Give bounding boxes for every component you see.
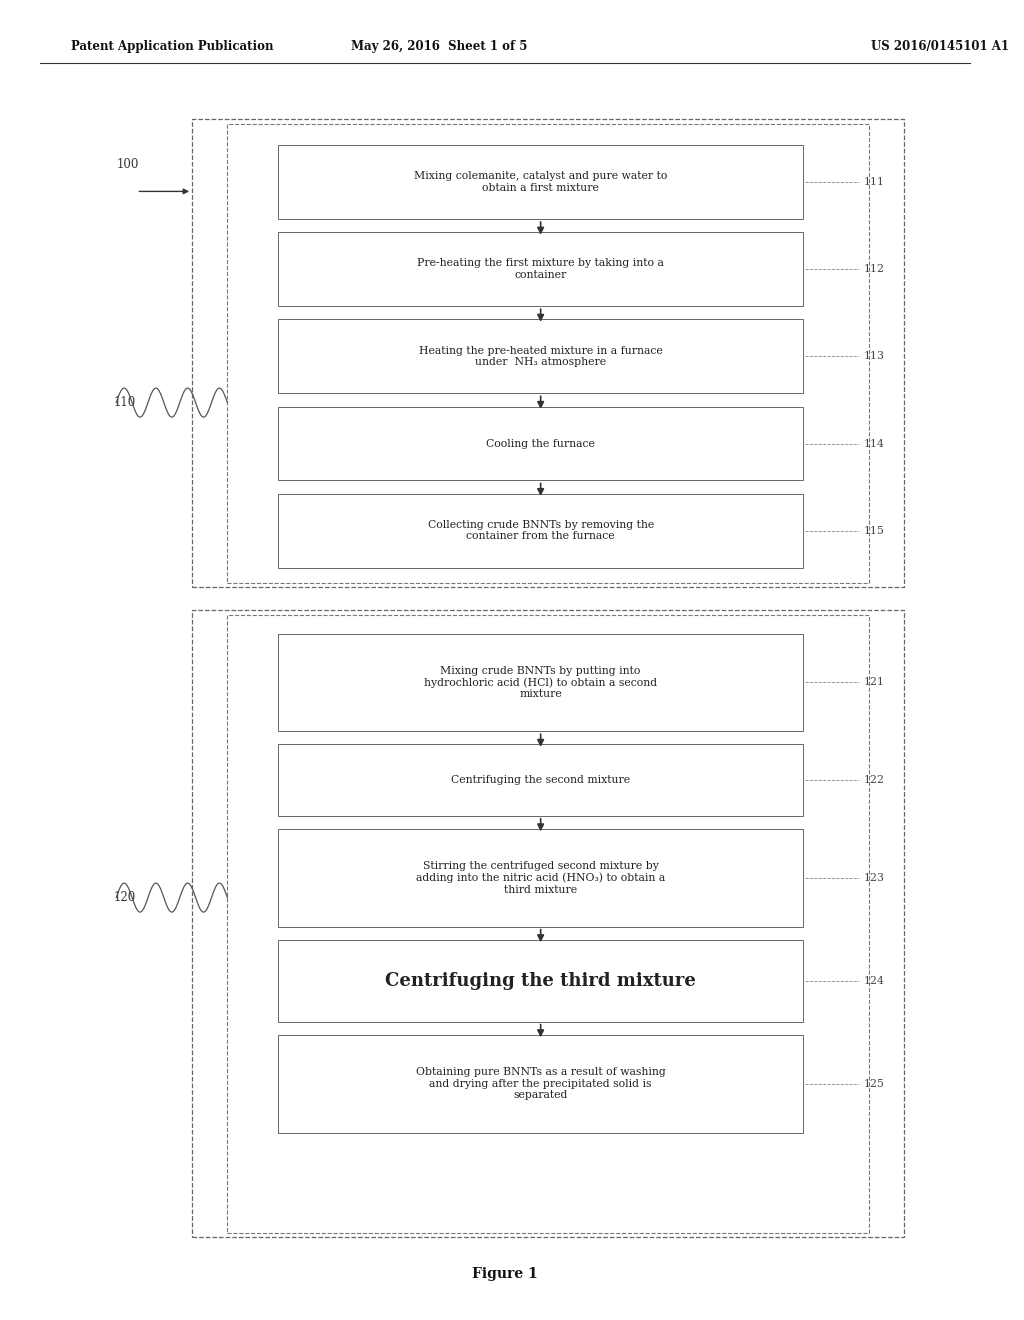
Text: 100: 100 — [116, 158, 138, 172]
Text: 122: 122 — [864, 775, 885, 785]
Bar — [278, 494, 804, 568]
Text: 124: 124 — [864, 975, 885, 986]
Text: 114: 114 — [864, 438, 885, 449]
Text: 110: 110 — [114, 396, 135, 409]
Text: Figure 1: Figure 1 — [472, 1267, 539, 1280]
Text: US 2016/0145101 A1: US 2016/0145101 A1 — [870, 40, 1009, 53]
Text: Centrifuging the second mixture: Centrifuging the second mixture — [452, 775, 630, 785]
Bar — [193, 610, 904, 1237]
Bar — [278, 744, 804, 816]
Text: May 26, 2016  Sheet 1 of 5: May 26, 2016 Sheet 1 of 5 — [351, 40, 527, 53]
Bar — [227, 124, 869, 583]
Bar — [278, 829, 804, 927]
Text: Centrifuging the third mixture: Centrifuging the third mixture — [385, 972, 696, 990]
Text: Collecting crude BNNTs by removing the
container from the furnace: Collecting crude BNNTs by removing the c… — [428, 520, 653, 541]
Bar — [278, 319, 804, 393]
Text: 121: 121 — [864, 677, 885, 688]
Text: Patent Application Publication: Patent Application Publication — [71, 40, 273, 53]
Text: Heating the pre-heated mixture in a furnace
under  NH₃ atmosphere: Heating the pre-heated mixture in a furn… — [419, 346, 663, 367]
Bar — [193, 119, 904, 587]
Bar — [278, 407, 804, 480]
Bar — [227, 615, 869, 1233]
Bar — [278, 232, 804, 306]
Text: Stirring the centrifuged second mixture by
adding into the nitric acid (HNO₃) to: Stirring the centrifuged second mixture … — [416, 861, 666, 895]
Text: Mixing crude BNNTs by putting into
hydrochloric acid (HCl) to obtain a second
mi: Mixing crude BNNTs by putting into hydro… — [424, 665, 657, 700]
Text: 111: 111 — [864, 177, 885, 187]
Text: Mixing colemanite, catalyst and pure water to
obtain a first mixture: Mixing colemanite, catalyst and pure wat… — [414, 172, 668, 193]
Text: 115: 115 — [864, 525, 885, 536]
Text: 113: 113 — [864, 351, 885, 362]
Text: 125: 125 — [864, 1078, 885, 1089]
Text: 123: 123 — [864, 873, 885, 883]
Text: Cooling the furnace: Cooling the furnace — [486, 438, 595, 449]
Text: Obtaining pure BNNTs as a result of washing
and drying after the precipitated so: Obtaining pure BNNTs as a result of wash… — [416, 1067, 666, 1101]
Text: 120: 120 — [114, 891, 135, 904]
Text: Pre-heating the first mixture by taking into a
container: Pre-heating the first mixture by taking … — [417, 259, 665, 280]
Bar — [278, 1035, 804, 1133]
Bar — [278, 940, 804, 1022]
Bar — [278, 145, 804, 219]
Bar — [278, 634, 804, 731]
Text: 112: 112 — [864, 264, 885, 275]
